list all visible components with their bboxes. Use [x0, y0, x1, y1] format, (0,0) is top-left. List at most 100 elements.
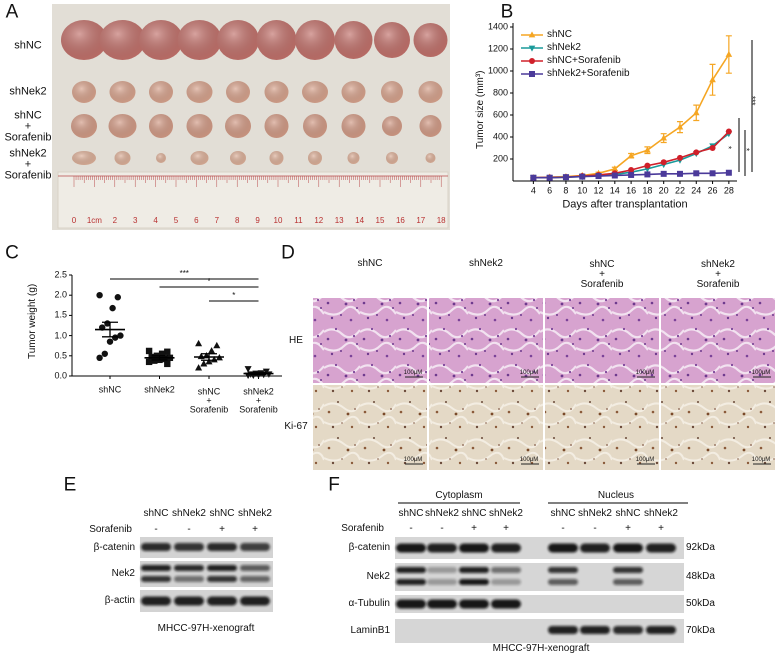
marker — [117, 332, 124, 339]
significance-label: * — [232, 291, 236, 300]
tumor-shade — [225, 114, 251, 138]
tumor-shade — [347, 152, 360, 164]
scale-bar-label: 100μM — [403, 370, 423, 376]
molecular-weight: 92kDa — [686, 542, 715, 553]
marker — [200, 360, 208, 367]
treatment-sign: + — [625, 523, 631, 534]
x-axis-title: Days after transplantation — [562, 198, 688, 211]
marker — [660, 134, 667, 141]
error-bar — [151, 355, 168, 361]
treatment-sign: - — [187, 524, 191, 535]
ruler-label: 18 — [436, 216, 446, 225]
ruler-label: 1cm — [86, 216, 102, 225]
tumor-shade — [190, 151, 209, 165]
tumor-shade — [308, 151, 322, 165]
ruler-label: 13 — [334, 216, 344, 225]
marker — [529, 71, 535, 77]
lane-label: shNC — [398, 508, 424, 519]
blot-band — [548, 579, 578, 585]
ruler-label: 4 — [153, 216, 158, 225]
marker — [676, 170, 683, 177]
blot-band — [396, 543, 426, 553]
blot-band — [207, 543, 237, 551]
ruler-label: 9 — [255, 216, 260, 225]
blot-band — [459, 543, 489, 553]
ruler-label: 0 — [71, 216, 77, 225]
histology-image — [313, 385, 427, 470]
blot-band — [613, 543, 643, 553]
treatment-sign: - — [409, 523, 413, 534]
tumor-shade — [177, 20, 222, 60]
ruler-label: 7 — [214, 216, 220, 225]
treatment-sign: + — [503, 523, 509, 534]
blot-band — [491, 543, 521, 553]
panel-label: B — [500, 1, 514, 23]
marker — [725, 169, 732, 176]
tumor-shade — [61, 20, 107, 60]
lane-label: shNek2 — [578, 508, 612, 519]
tumor-shade — [386, 152, 398, 164]
x-tick-label: shNek2 — [144, 384, 175, 395]
lane-label: shNC — [209, 508, 235, 519]
scale-bar-label: 100μM — [751, 370, 771, 376]
fraction-label: Nucleus — [597, 490, 635, 501]
marker — [148, 353, 155, 361]
blot-band — [548, 626, 578, 634]
marker — [208, 347, 216, 354]
row-label: Ki-67 — [284, 421, 308, 432]
tumor-shade — [149, 114, 173, 138]
histology-image — [429, 298, 543, 383]
treatment-sign: - — [154, 524, 158, 535]
tumor-shade — [425, 153, 436, 163]
tumor-shade — [269, 151, 284, 165]
tumor-shade — [72, 151, 96, 165]
blot-band — [396, 567, 426, 573]
legend-label: shNC — [547, 29, 573, 40]
lane-label: shNek2 — [489, 508, 523, 519]
x-tick-label: shNC — [98, 384, 122, 395]
tumor-shade — [295, 20, 335, 60]
tumor-shade — [149, 81, 173, 103]
blot-band — [207, 576, 237, 582]
significance-label: *** — [179, 269, 189, 278]
marker — [195, 364, 203, 371]
x-tick-label: shNek2 + Sorafenib — [239, 386, 278, 415]
x-tick-label: 10 — [577, 185, 588, 196]
x-tick-label: 6 — [547, 185, 553, 196]
tumor-shade — [109, 81, 136, 103]
treatment-label: Sorafenib — [341, 523, 384, 534]
marker — [145, 358, 153, 366]
panel-label: C — [5, 242, 19, 264]
tumor-shade — [186, 81, 213, 103]
y-axis-title: Tumor size (mm³) — [475, 70, 486, 149]
marker — [595, 173, 602, 180]
caption: MHCC-97H-xenograft — [157, 623, 255, 634]
legend-label: shNC+Sorafenib — [547, 55, 621, 66]
marker — [101, 350, 109, 357]
y-tick-label: 1200 — [487, 43, 508, 54]
x-tick-label: 28 — [723, 185, 734, 196]
x-tick-label: 26 — [707, 185, 718, 196]
protein-label: β-catenin — [348, 542, 390, 553]
ruler-label: 3 — [132, 216, 138, 225]
marker — [660, 170, 667, 177]
y-tick-label: 0.5 — [54, 350, 67, 361]
marker — [579, 173, 586, 180]
blot-strip — [140, 537, 273, 558]
tumor-shade — [303, 114, 327, 138]
tumor-shade — [419, 115, 442, 137]
treatment-label: Sorafenib — [89, 524, 132, 535]
treatment-sign: - — [440, 523, 444, 534]
protein-label: β-catenin — [93, 541, 135, 553]
marker — [692, 109, 700, 116]
y-tick-label: 1000 — [487, 65, 508, 76]
lane-label: shNek2 — [425, 508, 459, 519]
scale-bar-label: 100μM — [635, 370, 655, 376]
marker — [628, 171, 635, 178]
marker — [530, 174, 537, 181]
tumor-shade — [341, 114, 366, 138]
marker — [709, 76, 716, 83]
protein-label: β-actin — [104, 595, 135, 606]
y-tick-label: 1.5 — [54, 309, 67, 320]
y-tick-label: 2.5 — [54, 269, 67, 280]
